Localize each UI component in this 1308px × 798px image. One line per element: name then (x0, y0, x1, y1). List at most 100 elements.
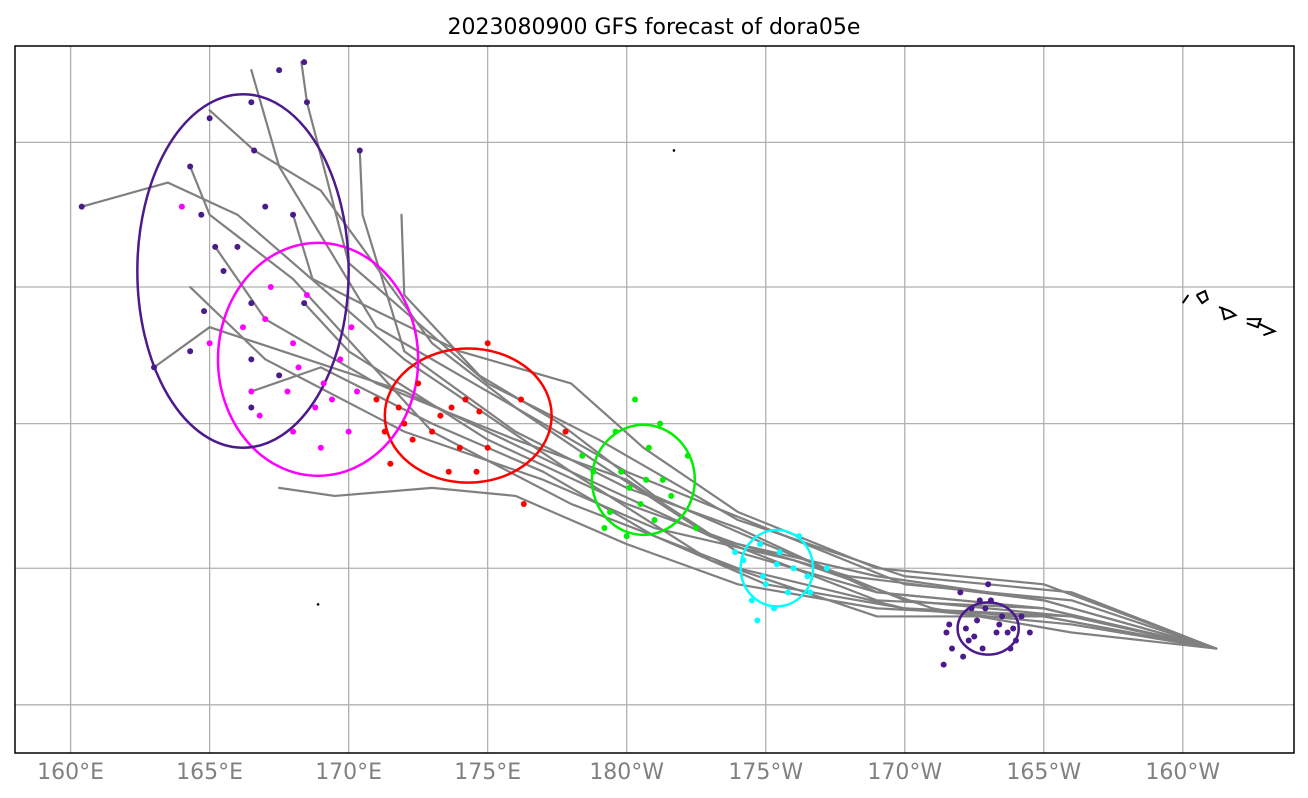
coastline-1 (1195, 289, 1209, 305)
x-tick-label-0: 160°E (37, 760, 104, 785)
point-4-4 (262, 316, 269, 323)
point-4-1 (267, 284, 274, 291)
point-1-3 (740, 557, 747, 564)
x-tick-label-1: 165°E (176, 760, 243, 785)
point-5-12 (248, 300, 255, 307)
point-0-16 (1026, 629, 1033, 636)
point-3-11 (484, 444, 491, 451)
point-5-6 (251, 147, 258, 154)
point-4-19 (345, 428, 352, 435)
point-5-19 (356, 147, 363, 154)
point-4-11 (328, 396, 335, 403)
point-3-8 (456, 444, 463, 451)
point-5-14 (290, 211, 297, 218)
point-3-9 (409, 436, 416, 443)
point-5-21 (78, 203, 85, 210)
point-0-13 (940, 661, 947, 668)
point-0-1 (985, 581, 992, 588)
point-0-11 (1004, 629, 1011, 636)
coastline-0 (1181, 294, 1190, 304)
point-4-12 (256, 412, 263, 419)
point-3-4 (437, 412, 444, 419)
point-0-5 (1012, 637, 1019, 644)
point-2-8 (693, 525, 700, 532)
point-1-8 (771, 605, 778, 612)
ellipse-4 (216, 241, 420, 478)
point-1-0 (757, 541, 764, 548)
point-0-4 (943, 629, 950, 636)
point-1-9 (790, 565, 797, 572)
point-1-15 (754, 617, 761, 624)
point-3-19 (373, 396, 380, 403)
point-0-21 (996, 621, 1003, 628)
point-5-13 (220, 267, 227, 274)
point-2-1 (645, 444, 652, 451)
x-tick-label-7: 165°W (1006, 760, 1081, 785)
point-2-16 (643, 476, 650, 483)
point-0-23 (965, 637, 972, 644)
point-1-11 (773, 561, 780, 568)
point-2-14 (657, 420, 664, 427)
x-tick-label-5: 175°W (728, 760, 803, 785)
x-tick-label-8: 160°W (1145, 760, 1220, 785)
point-2-0 (612, 428, 619, 435)
point-1-2 (796, 533, 803, 540)
point-4-18 (239, 324, 246, 331)
point-2-6 (637, 500, 644, 507)
point-1-14 (732, 549, 739, 556)
point-5-15 (301, 300, 308, 307)
point-4-9 (284, 388, 291, 395)
point-4-0 (303, 292, 310, 299)
point-1-13 (823, 565, 830, 572)
point-4-6 (295, 364, 302, 371)
forecast-positions (78, 59, 1033, 668)
point-0-19 (946, 621, 953, 628)
point-3-5 (415, 380, 422, 387)
point-3-14 (387, 460, 394, 467)
point-4-3 (348, 324, 355, 331)
point-0-3 (999, 613, 1006, 620)
ellipse-1 (739, 528, 815, 608)
x-tick-label-3: 175°E (454, 760, 521, 785)
point-2-10 (668, 492, 675, 499)
point-5-4 (187, 163, 194, 170)
point-4-5 (290, 340, 297, 347)
point-3-2 (562, 428, 569, 435)
point-0-18 (1007, 645, 1014, 652)
point-2-3 (659, 476, 666, 483)
point-1-10 (759, 573, 766, 580)
track-2 (189, 165, 1218, 650)
point-1-12 (807, 589, 814, 596)
point-0-17 (982, 605, 989, 612)
point-4-14 (317, 444, 324, 451)
point-5-7 (198, 211, 205, 218)
grid (15, 46, 1294, 753)
point-2-15 (601, 525, 608, 532)
point-5-9 (201, 308, 208, 315)
point-0-14 (971, 633, 978, 640)
point-5-18 (276, 372, 283, 379)
point-0-2 (968, 605, 975, 612)
point-3-1 (518, 396, 525, 403)
point-4-15 (353, 388, 360, 395)
ellipse-2 (590, 423, 697, 537)
point-1-1 (776, 549, 783, 556)
ellipse-5 (136, 92, 350, 449)
map-dot-2 (316, 603, 320, 606)
point-0-20 (960, 653, 967, 660)
point-1-7 (748, 597, 755, 604)
point-5-1 (301, 59, 308, 66)
x-axis-tick-labels: 160°E 165°E 170°E 175°E 180°W 175°W 170°W 165°W… (37, 760, 1220, 785)
point-0-0 (957, 589, 964, 596)
point-0-8 (949, 645, 956, 652)
point-4-17 (178, 203, 185, 210)
point-5-0 (276, 67, 283, 74)
x-tick-label-6: 170°W (867, 760, 942, 785)
point-3-0 (484, 340, 491, 347)
point-0-15 (987, 597, 994, 604)
point-2-4 (626, 484, 633, 491)
track-7 (278, 486, 1218, 650)
point-3-15 (401, 420, 408, 427)
point-5-11 (262, 203, 269, 210)
